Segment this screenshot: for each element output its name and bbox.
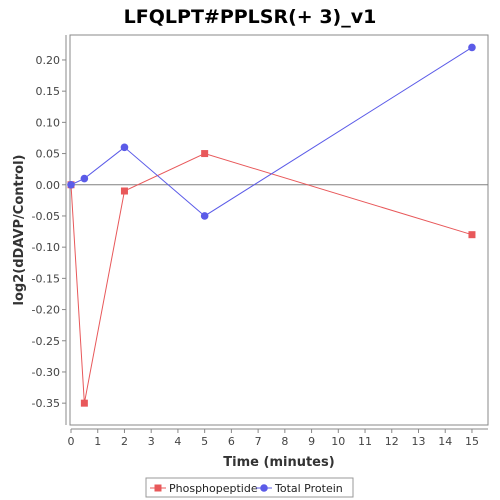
chart-title: LFQLPT#PPLSR(+ 3)_v1 bbox=[124, 6, 377, 28]
phosphopeptide-point bbox=[468, 231, 476, 239]
x-tick-label: 13 bbox=[412, 435, 426, 448]
y-tick-label: -0.25 bbox=[32, 335, 60, 348]
legend-phosphopeptide-swatch bbox=[154, 484, 162, 492]
total-protein-point bbox=[67, 180, 75, 189]
legend-box bbox=[145, 477, 354, 498]
legend-total-protein-swatch bbox=[260, 484, 268, 492]
y-tick-label: 0.10 bbox=[36, 116, 61, 129]
phosphopeptide-point bbox=[120, 187, 128, 195]
total-protein-point bbox=[468, 43, 476, 52]
x-tick-label: 7 bbox=[255, 435, 262, 448]
phosphopeptide-point bbox=[80, 399, 88, 407]
x-tick-label: 9 bbox=[308, 435, 315, 448]
plot-area bbox=[69, 34, 489, 426]
y-tick-label: 0.15 bbox=[36, 85, 61, 98]
x-tick-label: 12 bbox=[385, 435, 399, 448]
x-tick-label: 15 bbox=[465, 435, 479, 448]
x-tick-label: 5 bbox=[201, 435, 208, 448]
x-tick-label: 3 bbox=[148, 435, 155, 448]
x-tick-label: 2 bbox=[121, 435, 128, 448]
y-tick-label: -0.10 bbox=[32, 241, 60, 254]
y-tick-label: -0.20 bbox=[32, 304, 60, 317]
total-protein-point bbox=[120, 143, 129, 152]
x-tick-label: 10 bbox=[331, 435, 345, 448]
y-tick-label: -0.30 bbox=[32, 366, 60, 379]
y-tick-label: -0.35 bbox=[32, 397, 60, 410]
x-tick-label: 8 bbox=[281, 435, 288, 448]
x-tick-label: 6 bbox=[228, 435, 235, 448]
total-protein-point bbox=[80, 174, 89, 183]
total-protein-point bbox=[200, 212, 209, 220]
y-tick-label: -0.05 bbox=[32, 210, 60, 223]
x-tick-label: 4 bbox=[174, 435, 181, 448]
y-tick-label: -0.15 bbox=[32, 272, 60, 285]
phosphopeptide-point bbox=[201, 150, 209, 158]
y-axis-label: log2(dDAVP/Control) bbox=[12, 155, 27, 306]
y-tick-label: 0.20 bbox=[36, 54, 61, 67]
x-tick-label: 0 bbox=[68, 435, 75, 448]
y-tick-label: 0.00 bbox=[36, 179, 61, 192]
x-axis-label: Time (minutes) bbox=[223, 455, 334, 470]
x-tick-label: 11 bbox=[358, 435, 372, 448]
legend-phosphopeptide-label: Phosphopeptide bbox=[169, 482, 258, 495]
x-tick-label: 14 bbox=[438, 435, 452, 448]
y-tick-label: 0.05 bbox=[36, 148, 61, 161]
x-tick-label: 1 bbox=[94, 435, 101, 448]
legend-total-protein-label: Total Protein bbox=[274, 482, 343, 495]
